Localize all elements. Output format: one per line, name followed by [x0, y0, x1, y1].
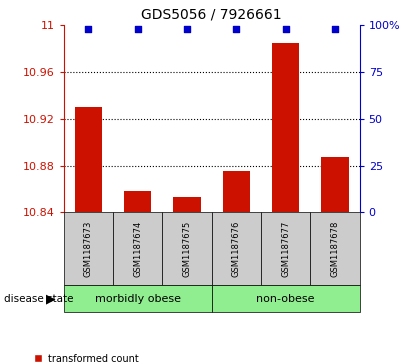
Bar: [223, 171, 250, 212]
Text: GSM1187677: GSM1187677: [281, 220, 290, 277]
Point: [332, 26, 338, 32]
Bar: [173, 197, 201, 212]
Text: GSM1187675: GSM1187675: [182, 221, 192, 277]
Title: GDS5056 / 7926661: GDS5056 / 7926661: [141, 8, 282, 21]
Bar: [124, 191, 151, 212]
Point: [233, 26, 240, 32]
Text: morbidly obese: morbidly obese: [95, 294, 181, 303]
Bar: [272, 43, 299, 212]
Text: disease state: disease state: [4, 294, 74, 303]
Text: GSM1187673: GSM1187673: [84, 220, 93, 277]
Bar: [321, 158, 349, 212]
Point: [134, 26, 141, 32]
Text: non-obese: non-obese: [256, 294, 315, 303]
Point: [282, 26, 289, 32]
Text: GSM1187674: GSM1187674: [133, 221, 142, 277]
Legend: transformed count, percentile rank within the sample: transformed count, percentile rank withi…: [33, 354, 212, 363]
Text: GSM1187676: GSM1187676: [232, 220, 241, 277]
Bar: [75, 107, 102, 212]
Text: GSM1187678: GSM1187678: [330, 220, 339, 277]
Point: [85, 26, 92, 32]
Point: [184, 26, 190, 32]
Text: ▶: ▶: [46, 292, 55, 305]
